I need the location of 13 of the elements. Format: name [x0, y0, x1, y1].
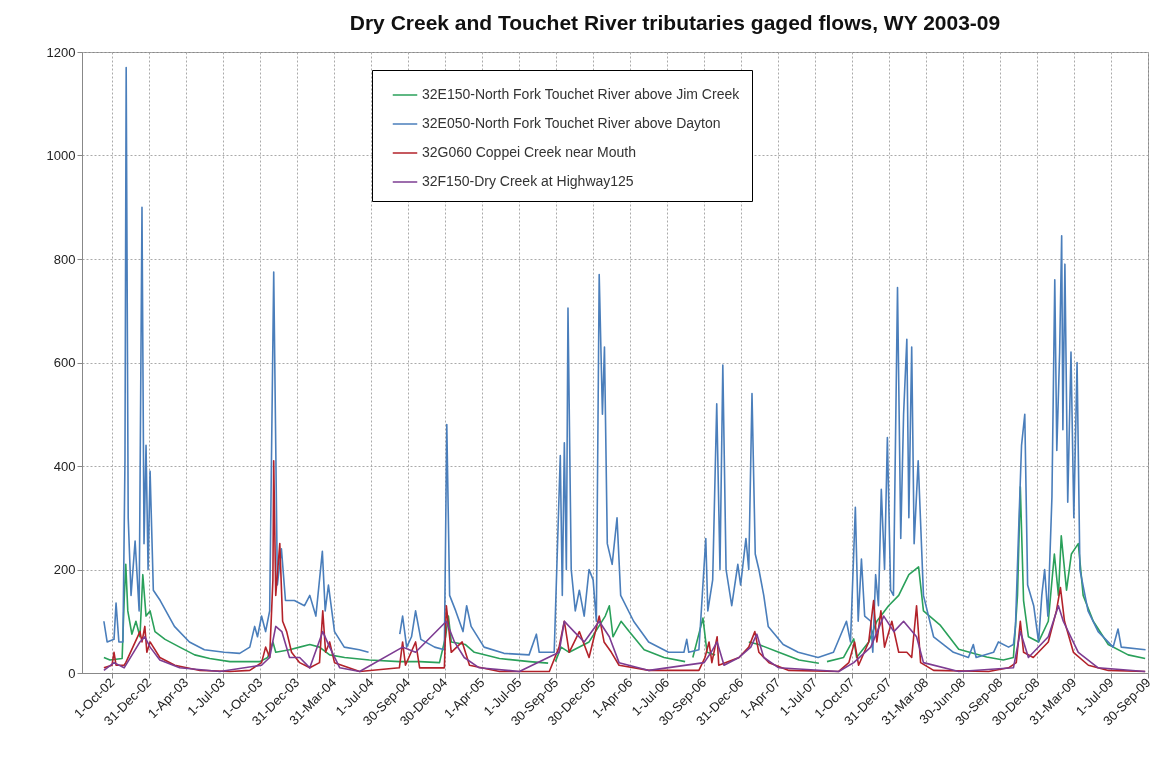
- y-tick-label: 600: [53, 355, 76, 370]
- y-tick-label: 400: [53, 458, 76, 474]
- y-tick-label: 1000: [46, 148, 76, 163]
- legend-label: 32F150-Dry Creek at Highway125: [422, 173, 634, 189]
- chart-title: Dry Creek and Touchet River tributaries gaged flows, WY 2003-09: [349, 11, 1001, 34]
- y-tick-label: 200: [53, 562, 76, 577]
- legend-label: 32E050-North Fork Touchet River above Dayton: [422, 115, 721, 131]
- y-tick-label: 0: [68, 665, 76, 681]
- line-series: [103, 604, 1146, 673]
- legend-label: 32E150-North Fork Touchet River above Jim Creek: [422, 86, 741, 102]
- legend-label: 32G060 Coppei Creek near Mouth: [422, 144, 637, 160]
- y-tick-label: 1200: [46, 44, 76, 60]
- y-tick-label: 800: [53, 251, 76, 267]
